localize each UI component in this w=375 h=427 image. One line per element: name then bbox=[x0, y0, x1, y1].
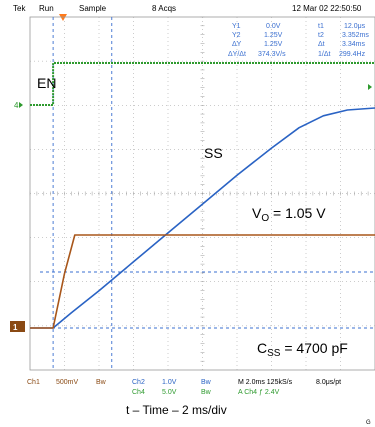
dy-label: ΔY bbox=[232, 41, 242, 48]
vo-label: VO = 1.05 V bbox=[252, 205, 326, 224]
trace-vo bbox=[30, 234, 375, 329]
dt-label: Δt bbox=[318, 41, 325, 48]
ch1-level-box bbox=[10, 321, 25, 332]
y1-label: Y1 bbox=[232, 23, 241, 30]
en-label: EN bbox=[37, 75, 56, 91]
ss-label: SS bbox=[204, 145, 223, 161]
cursor-readout: Y1 0.0V Y2 1.25V ΔY 1.25V ΔY/Δt 374.3V/s… bbox=[228, 23, 369, 58]
css-label: CSS = 4700 pF bbox=[257, 340, 348, 359]
timebase: M 2.0ms 125kS/s bbox=[238, 379, 293, 386]
ch1-scale: 500mV bbox=[56, 379, 79, 386]
css-prefix: C bbox=[257, 340, 267, 356]
trace-ss bbox=[30, 107, 375, 329]
ch1-label: Ch1 bbox=[27, 379, 40, 386]
dy-value: 1.25V bbox=[264, 41, 283, 48]
run-state: Run bbox=[39, 4, 54, 13]
inv-dt-value: 299.4Hz bbox=[339, 51, 366, 58]
ch1-level-marker: 1 bbox=[13, 323, 18, 332]
t1-value: 12.0μs bbox=[344, 23, 366, 30]
ch4-arrow-icon bbox=[19, 102, 23, 108]
ch2-bandwidth: Bw bbox=[201, 379, 212, 386]
graticule bbox=[29, 16, 375, 371]
ch2-scale: 1.0V bbox=[162, 379, 177, 386]
vo-prefix: V bbox=[252, 205, 262, 221]
ch2-label: Ch2 bbox=[132, 379, 145, 386]
ch1-bandwidth: Bw bbox=[96, 379, 107, 386]
brand-label: Tek bbox=[13, 4, 26, 13]
corner-mark: G bbox=[366, 420, 371, 426]
trigger-setting: A Ch4 ƒ 2.4V bbox=[238, 389, 280, 396]
acquisition-count: 8 Acqs bbox=[152, 4, 176, 13]
channel-settings: Ch1 500mV Bw Ch2 1.0V Bw Ch4 5.0V Bw M 2… bbox=[27, 379, 341, 396]
vo-subscript: O bbox=[261, 213, 269, 224]
date-time: 12 Mar 02 22:50:50 bbox=[292, 4, 362, 13]
dt-value: 3.34ms bbox=[342, 41, 365, 48]
x-axis-caption: t – Time – 2 ms/div bbox=[126, 403, 227, 417]
trigger-marker bbox=[59, 14, 67, 21]
y2-value: 1.25V bbox=[264, 32, 283, 39]
y2-label: Y2 bbox=[232, 32, 241, 39]
dydt-value: 374.3V/s bbox=[258, 51, 286, 58]
ch4-right-arrow-icon bbox=[368, 84, 372, 90]
css-subscript: SS bbox=[267, 348, 281, 359]
dydt-label: ΔY/Δt bbox=[228, 51, 246, 58]
t2-label: t2 bbox=[318, 32, 324, 39]
inv-dt-label: 1/Δt bbox=[318, 51, 331, 58]
t1-label: t1 bbox=[318, 23, 324, 30]
css-value: = 4700 pF bbox=[280, 340, 347, 356]
vo-value: = 1.05 V bbox=[269, 205, 326, 221]
plot-area bbox=[29, 16, 375, 371]
cursor-lines bbox=[40, 17, 375, 370]
acquisition-mode: Sample bbox=[79, 4, 107, 13]
trace-group bbox=[30, 62, 375, 329]
ch4-scale: 5.0V bbox=[162, 389, 177, 396]
trace-en bbox=[30, 62, 375, 106]
ch4-bandwidth: Bw bbox=[201, 389, 212, 396]
t2-value: 3.352ms bbox=[342, 32, 369, 39]
ch4-level-marker: 4 bbox=[14, 101, 19, 110]
y1-value: 0.0V bbox=[266, 23, 281, 30]
sample-interval: 8.0μs/pt bbox=[316, 379, 341, 386]
ch4-label: Ch4 bbox=[132, 389, 145, 396]
